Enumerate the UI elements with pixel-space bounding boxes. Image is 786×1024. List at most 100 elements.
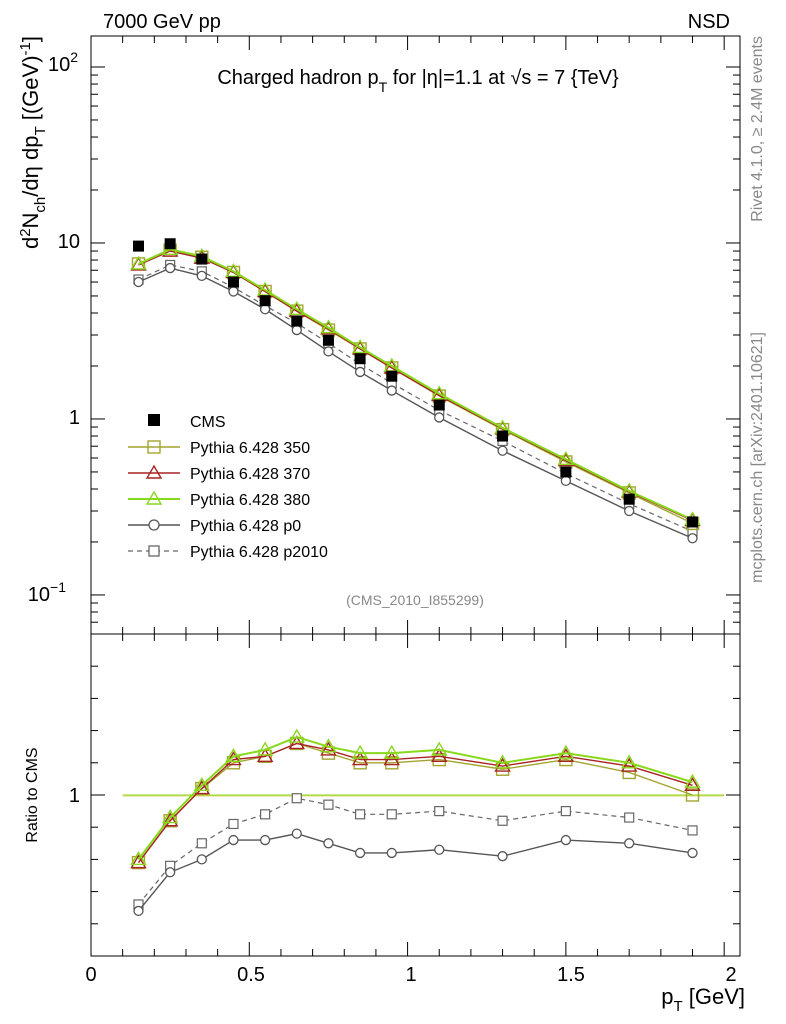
legend-marker-p0 bbox=[148, 519, 160, 531]
main-point-pythia-6-428-p0 bbox=[228, 286, 239, 297]
ratio-line-pythia-6-428-p2010 bbox=[138, 797, 693, 905]
legend-label-380: Pythia 6.428 380 bbox=[190, 492, 310, 509]
legend-label-p2010: Pythia 6.428 p2010 bbox=[190, 544, 328, 561]
main-point-pythia-6-428-380 bbox=[320, 319, 337, 334]
ratio-point-pythia-6-428-p0 bbox=[624, 838, 635, 849]
ytick-label-1: 1 bbox=[69, 407, 80, 429]
ratio-point-pythia-6-428-370 bbox=[494, 757, 511, 772]
main-point-pythia-6-428-p0 bbox=[497, 445, 508, 456]
legend-marker-350 bbox=[147, 440, 161, 454]
main-ylabel: d2Nch/dη dpT [(GeV)-1] bbox=[17, 36, 49, 249]
rivet-version-text: Rivet 4.1.0, ≥ 2.4M events bbox=[749, 36, 766, 222]
ratio-point-pythia-6-428-p0 bbox=[291, 828, 302, 839]
main-point-pythia-6-428-p0 bbox=[624, 505, 635, 517]
ratio-point-pythia-6-428-380 bbox=[130, 851, 147, 866]
ratio-point-pythia-6-428-380 bbox=[494, 754, 511, 769]
ratio-point-pythia-6-428-p2010 bbox=[386, 809, 397, 820]
ratio-point-pythia-6-428-p2010 bbox=[624, 812, 635, 823]
ratio-point-pythia-6-428-p2010 bbox=[196, 838, 207, 849]
ratio-point-pythia-6-428-370 bbox=[130, 854, 147, 869]
ratio-point-pythia-6-428-p2010 bbox=[323, 799, 334, 810]
ratio-axis-ticks bbox=[90, 633, 740, 957]
ratio-point-pythia-6-428-p0 bbox=[354, 847, 366, 859]
main-point-cms bbox=[623, 493, 635, 505]
ratio-line-pythia-6-428-380 bbox=[137, 735, 693, 861]
ratio-point-pythia-6-428-380 bbox=[288, 728, 305, 743]
ytick-label-10: 10 bbox=[58, 231, 80, 253]
ratio-point-pythia-6-428-p2010 bbox=[260, 809, 271, 820]
ratio-point-pythia-6-428-370 bbox=[320, 741, 337, 756]
ratio-point-pythia-6-428-p2010 bbox=[560, 805, 571, 817]
ratio-point-pythia-6-428-p0 bbox=[687, 847, 698, 859]
ratio-point-pythia-6-428-380 bbox=[225, 747, 242, 763]
ratio-ylabel: Ratio to CMS bbox=[24, 747, 41, 842]
ratio-point-pythia-6-428-380 bbox=[684, 773, 701, 788]
main-point-pythia-6-428-p0 bbox=[434, 412, 445, 423]
ratio-point-pythia-6-428-350 bbox=[685, 788, 700, 802]
main-point-pythia-6-428-p0 bbox=[133, 276, 144, 288]
ratio-point-pythia-6-428-p0 bbox=[259, 834, 271, 846]
xtick-label-1p5: 1.5 bbox=[557, 964, 585, 986]
header-right: NSD bbox=[688, 11, 730, 33]
ratio-point-pythia-6-428-p2010 bbox=[228, 818, 239, 830]
legend-label-cms: CMS bbox=[190, 414, 226, 431]
main-point-pythia-6-428-380 bbox=[130, 255, 147, 270]
main-point-pythia-6-428-380 bbox=[256, 281, 274, 296]
ratio-point-pythia-6-428-380 bbox=[161, 809, 179, 824]
ratio-point-pythia-6-428-p2010 bbox=[687, 825, 698, 836]
header-left: 7000 GeV pp bbox=[103, 11, 221, 33]
xtick-label-2: 2 bbox=[725, 964, 736, 986]
ratio-point-pythia-6-428-380 bbox=[193, 776, 211, 792]
ratio-point-pythia-6-428-380 bbox=[351, 744, 369, 759]
main-point-cms bbox=[164, 238, 176, 250]
ratio-point-pythia-6-428-370 bbox=[684, 776, 701, 792]
main-point-cms bbox=[291, 315, 303, 327]
ratio-point-pythia-6-428-p0 bbox=[497, 851, 508, 862]
ratio-point-pythia-6-428-370 bbox=[557, 747, 575, 763]
ratio-series-group bbox=[130, 728, 701, 917]
ratio-point-pythia-6-428-p0 bbox=[133, 905, 144, 917]
ratio-point-pythia-6-428-p2010 bbox=[497, 815, 508, 826]
ytick-label-100: 102 bbox=[48, 49, 78, 76]
xtick-label-0: 0 bbox=[85, 964, 96, 986]
legend-label-p0: Pythia 6.428 p0 bbox=[190, 518, 301, 535]
ratio-point-pythia-6-428-380 bbox=[620, 754, 638, 769]
main-title: Charged hadron pT for |η|=1.1 at √s = 7 … bbox=[217, 67, 619, 95]
ratio-point-pythia-6-428-370 bbox=[161, 812, 179, 827]
xtick-label-0p5: 0.5 bbox=[237, 964, 265, 986]
legend-marker-370 bbox=[145, 464, 163, 479]
ratio-ytick-label-1: 1 bbox=[69, 785, 80, 807]
ratio-point-pythia-6-428-p0 bbox=[164, 867, 176, 878]
ratio-point-pythia-6-428-p2010 bbox=[291, 793, 302, 804]
main-point-pythia-6-428-p0 bbox=[560, 475, 572, 487]
main-point-cms bbox=[259, 295, 271, 307]
main-point-cms bbox=[196, 253, 208, 265]
main-axis-ticks bbox=[90, 36, 740, 635]
main-point-cms bbox=[132, 240, 144, 252]
ratio-point-pythia-6-428-p0 bbox=[434, 844, 445, 855]
main-point-pythia-6-428-380 bbox=[557, 450, 575, 465]
ratio-point-pythia-6-428-p0 bbox=[323, 838, 334, 849]
ratio-point-pythia-6-428-380 bbox=[320, 738, 337, 753]
main-point-pythia-6-428-p0 bbox=[164, 262, 176, 274]
main-panel-frame bbox=[90, 35, 741, 635]
ratio-point-pythia-6-428-p2010 bbox=[354, 809, 366, 820]
ratio-point-pythia-6-428-p0 bbox=[228, 834, 239, 846]
main-point-pythia-6-428-p0 bbox=[323, 346, 334, 357]
legend-marker-cms bbox=[148, 414, 160, 426]
main-point-pythia-6-428-p0 bbox=[354, 366, 366, 378]
ratio-point-pythia-6-428-380 bbox=[383, 744, 400, 759]
main-point-cms bbox=[560, 466, 572, 478]
xtick-label-1: 1 bbox=[405, 964, 416, 986]
main-point-pythia-6-428-380 bbox=[351, 339, 369, 354]
ratio-point-pythia-6-428-380 bbox=[431, 741, 448, 756]
main-point-cms bbox=[227, 276, 239, 288]
ratio-point-pythia-6-428-p0 bbox=[196, 854, 207, 865]
ratio-point-pythia-6-428-380 bbox=[557, 744, 575, 759]
main-point-cms bbox=[386, 370, 398, 382]
main-series-group bbox=[130, 238, 701, 544]
main-point-cms bbox=[322, 334, 334, 346]
main-point-pythia-6-428-380 bbox=[431, 385, 448, 400]
ratio-point-pythia-6-428-p0 bbox=[386, 847, 397, 859]
